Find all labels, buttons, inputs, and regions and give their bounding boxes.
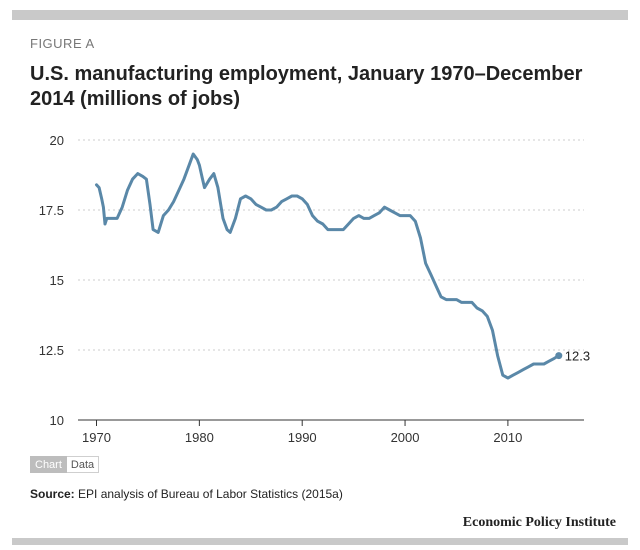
figure-label: FIGURE A: [30, 36, 95, 51]
source-note: Source: EPI analysis of Bureau of Labor …: [30, 487, 343, 501]
y-tick-label: 17.5: [39, 203, 64, 218]
brand-logo-text: Economic Policy Institute: [462, 515, 616, 530]
source-prefix: Source:: [30, 487, 75, 501]
x-tick-label: 1980: [185, 430, 214, 445]
axes: 10 12.5 15 17.5 20 1970 1980 1990 2000 2010: [39, 133, 584, 445]
x-tick-label: 1990: [288, 430, 317, 445]
data-toggle-button[interactable]: Data: [66, 456, 100, 473]
bottom-frame-bar: [12, 538, 628, 545]
x-tick-label: 1970: [82, 430, 111, 445]
chart-title: U.S. manufacturing employment, January 1…: [30, 63, 583, 110]
y-tick-label: 20: [50, 133, 64, 148]
y-tick-label: 12.5: [39, 343, 64, 358]
x-tick-label: 2010: [493, 430, 522, 445]
series-layer: [95, 152, 561, 380]
chart-data-toggle: Chart Data: [30, 456, 100, 473]
grid-lines: [78, 139, 584, 351]
end-value-label: 12.3: [565, 349, 590, 364]
chart-toggle-button[interactable]: Chart: [30, 456, 67, 473]
y-tick-label: 10: [50, 413, 64, 428]
y-tick-label: 15: [50, 273, 64, 288]
data-labels: 12.3: [555, 349, 590, 364]
end-point-marker: [555, 352, 563, 360]
source-text: EPI analysis of Bureau of Labor Statisti…: [78, 487, 343, 501]
series-line-manufacturing-employment: [95, 152, 561, 380]
top-frame-bar: [12, 10, 628, 20]
x-tick-label: 2000: [391, 430, 420, 445]
